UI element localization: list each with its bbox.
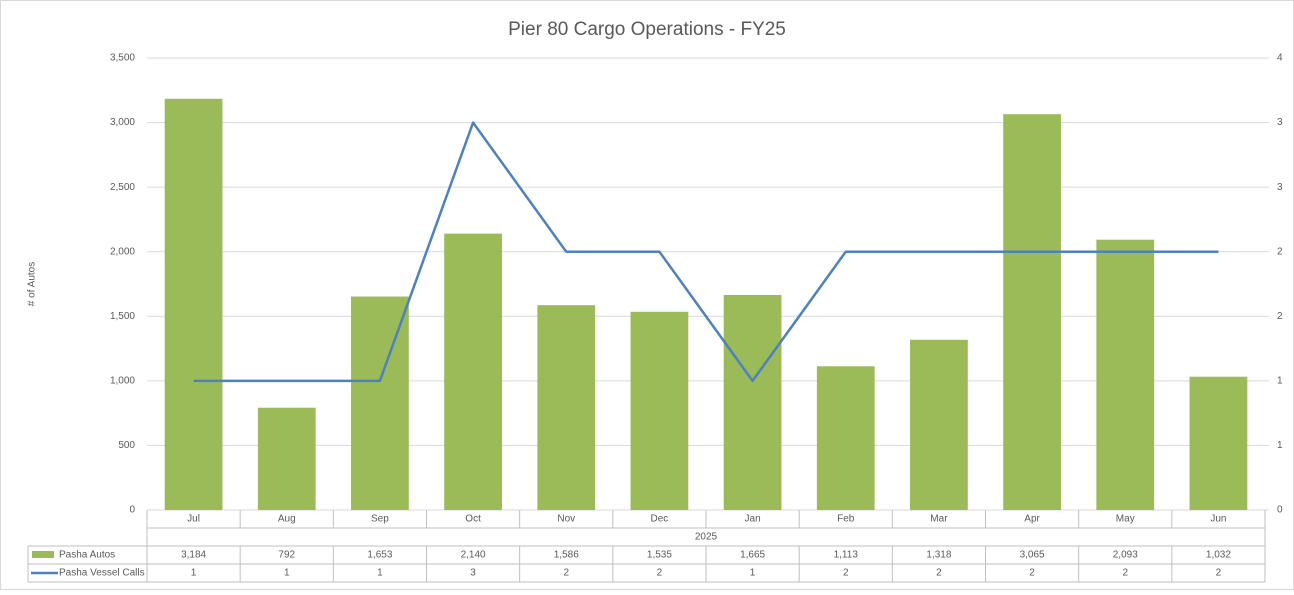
legend-label: Pasha Autos [59,550,115,561]
table-value: 1 [284,568,290,579]
table-value: 792 [278,550,295,561]
bar [1096,239,1155,511]
table-value: 1,318 [926,550,951,561]
y-tick-label: 500 [118,440,135,451]
x-tick-label: Apr [1024,514,1040,525]
y-axis-label: # of Autos [27,262,38,306]
y-tick-label: 2,500 [110,182,135,193]
bar [630,311,689,510]
x-tick-label: Sep [371,514,389,525]
table-value: 2 [1029,568,1035,579]
table-value: 1,653 [367,550,392,561]
table-value: 2 [563,568,569,579]
bar [816,366,875,510]
table-value: 3,184 [181,550,206,561]
table-value: 2 [843,568,849,579]
table-value: 2,140 [461,550,486,561]
y2-tick-label: 2 [1277,246,1283,257]
table-value: 2 [936,568,942,579]
line-series [193,121,1219,383]
x-tick-label: Aug [278,514,296,525]
x-tick-label: Jun [1210,514,1226,525]
y-tick-label: 3,500 [110,53,135,64]
y2-tick-label: 0 [1277,505,1283,516]
bar [351,296,409,510]
bar [537,305,596,510]
bar [257,407,316,510]
category-group-label: 2025 [695,532,718,543]
table-value: 1,032 [1206,550,1231,561]
y-tick-label: 1,000 [110,375,135,386]
bar [164,98,223,510]
table-value: 3 [470,568,476,579]
y2-tick-label: 3 [1277,117,1283,128]
x-tick-label: Dec [651,514,669,525]
table-value: 1 [191,568,197,579]
y-tick-label: 0 [129,505,135,516]
table-value: 2 [657,568,663,579]
x-tick-label: Oct [465,514,481,525]
y-tick-label: 3,000 [110,117,135,128]
table-value: 1 [750,568,756,579]
y-tick-label: 1,500 [110,311,135,322]
table-value: 2 [1122,568,1128,579]
bar [1189,376,1248,510]
table-value: 3,065 [1020,550,1045,561]
x-tick-label: Feb [837,514,855,525]
x-tick-label: Jul [187,514,200,525]
table-value: 1,535 [647,550,672,561]
legend-key [32,551,54,558]
table-value: 1,586 [554,550,579,561]
table-value: 1 [377,568,383,579]
table-value: 2 [1216,568,1222,579]
y2-tick-label: 1 [1277,375,1283,386]
y-tick-label: 2,000 [110,246,135,257]
chart-title: Pier 80 Cargo Operations - FY25 [508,19,786,40]
bar [444,233,502,511]
bar [723,294,782,510]
table-value: 1,113 [834,550,859,561]
x-tick-label: Jan [745,514,761,525]
y2-tick-label: 3 [1277,182,1283,193]
y2-tick-label: 4 [1277,53,1283,64]
y2-tick-label: 1 [1277,440,1283,451]
bar [1003,114,1061,511]
table-value: 2,093 [1113,550,1138,561]
table-value: 1,665 [740,550,765,561]
y2-tick-label: 2 [1277,311,1283,322]
legend-label: Pasha Vessel Calls [59,568,145,579]
x-tick-label: Mar [930,514,948,525]
x-tick-label: May [1116,514,1135,525]
x-tick-label: Nov [557,514,575,525]
bar [910,339,968,510]
